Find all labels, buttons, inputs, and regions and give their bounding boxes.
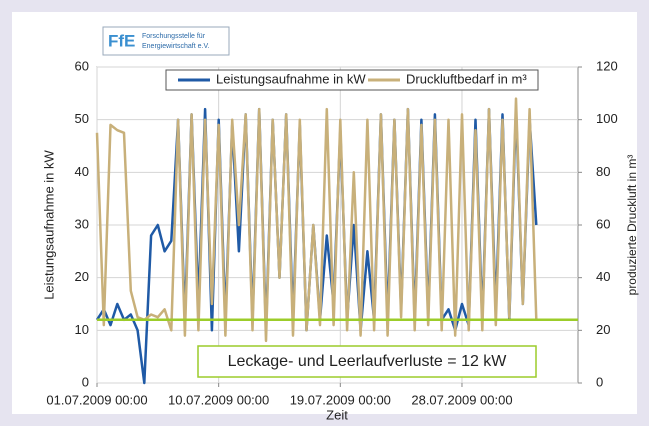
legend: [165, 69, 539, 91]
y-tick-label: 20: [75, 269, 89, 284]
y-tick-label: 50: [75, 111, 89, 126]
y2-tick-label: 80: [596, 164, 610, 179]
logo-text: Energiewirtschaft e.V.: [142, 43, 209, 50]
x-tick-label: 28.07.2009 00:00: [411, 392, 512, 407]
x-axis-label: Zeit: [326, 407, 348, 422]
y2-tick-label: 60: [596, 216, 610, 231]
annotation-box: [197, 345, 537, 378]
logo-mark: FfE: [108, 31, 135, 50]
x-tick-label: 01.07.2009 00:00: [46, 392, 147, 407]
series-line: [95, 97, 538, 343]
y-axis-label: Leistungsaufnahme in kW: [41, 149, 56, 299]
y-tick-label: 10: [75, 322, 89, 337]
y2-tick-label: 20: [596, 322, 610, 337]
y2-axis-label: produzierte Druckluft in m³: [625, 155, 639, 296]
y-tick-label: 0: [82, 374, 89, 389]
y-tick-label: 40: [75, 164, 89, 179]
logo-text: Forschungsstelle für: [142, 33, 206, 40]
y-tick-label: 60: [75, 58, 89, 73]
annotation: Leckage- und Leerlaufverluste = 12 kW: [228, 353, 508, 370]
legend-label: Leistungsaufnahme in kW: [216, 71, 366, 86]
legend-label: Druckluftbedarf in m³: [406, 71, 527, 86]
y2-tick-label: 100: [596, 111, 618, 126]
y2-tick-label: 0: [596, 374, 603, 389]
x-tick-label: 10.07.2009 00:00: [168, 392, 269, 407]
x-tick-label: 19.07.2009 00:00: [290, 392, 391, 407]
y2-tick-label: 40: [596, 269, 610, 284]
y2-tick-label: 120: [596, 58, 618, 73]
y-tick-label: 30: [75, 216, 89, 231]
logo-box: [102, 26, 230, 56]
logo: FfE Forschungsstelle für Energiewirtscha…: [102, 26, 230, 56]
